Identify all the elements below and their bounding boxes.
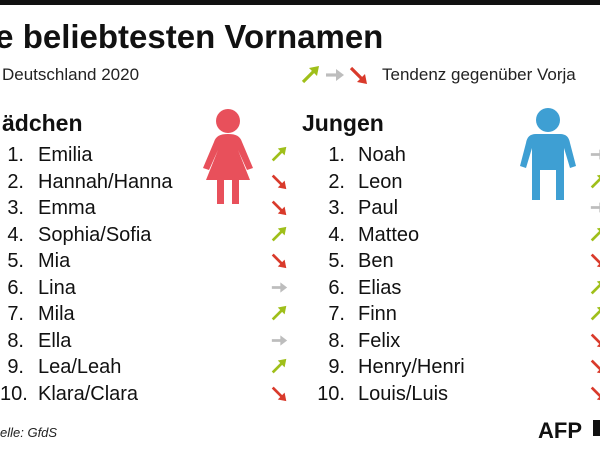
- name-label: Noah: [358, 144, 406, 166]
- name-label: Matteo: [358, 223, 420, 246]
- trend-down-arrow-icon: [590, 253, 600, 268]
- rank-label: 1.: [7, 144, 24, 166]
- trend-down-arrow-icon: [271, 200, 287, 216]
- name-label: Klara/Clara: [38, 382, 139, 405]
- rank-label: 9.: [7, 356, 24, 378]
- rank-label: 2.: [7, 170, 24, 193]
- rank-label: 4.: [328, 223, 345, 246]
- rank-label: 6.: [328, 276, 345, 299]
- rank-label: 1.: [328, 144, 345, 166]
- trend-down-arrow-icon: [271, 253, 287, 269]
- trend-down-arrow-icon: [590, 386, 600, 400]
- boys-table-row: 3. Paul: [300, 197, 600, 223]
- boys-table-row: 7. Finn: [300, 303, 600, 329]
- girls-table-row: 7. Mila: [0, 303, 320, 329]
- top-rule: [0, 0, 600, 5]
- trend-down-arrow-icon: [271, 174, 287, 189]
- trend-same-arrow-icon: [271, 334, 288, 346]
- name-label: Leon: [358, 170, 403, 193]
- legend-up-arrow-icon: [301, 66, 319, 84]
- trend-legend: Tendenz gegenüber Vorja: [300, 64, 600, 86]
- rank-label: 5.: [328, 250, 345, 272]
- legend-arrows-icon: [301, 66, 367, 84]
- boys-table-row: 6. Elias: [300, 277, 600, 303]
- name-label: Lina: [38, 276, 76, 299]
- trend-up-arrow-icon: [590, 174, 600, 188]
- rank-label: 7.: [328, 303, 345, 325]
- name-label: Felix: [358, 329, 401, 352]
- trend-down-arrow-icon: [590, 359, 600, 374]
- name-label: Emilia: [38, 144, 93, 166]
- girls-table-row: 10. Klara/Clara: [0, 383, 320, 409]
- boys-table-row: 1. Noah: [300, 144, 600, 170]
- girls-table-row: 3. Emma: [0, 197, 320, 223]
- girls-table-row: 8. Ella: [0, 330, 320, 356]
- legend-down-arrow-icon: [349, 66, 367, 84]
- rank-label: 10.: [317, 382, 345, 405]
- legend-label: Tendenz gegenüber Vorja: [382, 65, 576, 84]
- girls-heading: ädchen: [2, 110, 83, 136]
- trend-same-arrow-icon: [271, 281, 288, 293]
- name-label: Mila: [38, 303, 75, 325]
- boy-figure-icon: [520, 108, 576, 200]
- name-label: Elias: [358, 276, 402, 299]
- rank-label: 4.: [7, 223, 24, 246]
- trend-down-arrow-icon: [590, 333, 600, 347]
- name-label: Finn: [358, 303, 397, 325]
- girls-table-row: 2. Hannah/Hanna: [0, 171, 320, 197]
- name-label: Emma: [38, 197, 96, 219]
- trend-up-arrow-icon: [590, 280, 600, 294]
- girls-table-row: 6. Lina: [0, 277, 320, 303]
- boys-table-row: 8. Felix: [300, 330, 600, 356]
- rank-label: 7.: [7, 303, 24, 325]
- rank-label: 10.: [0, 382, 28, 405]
- name-label: Louis/Luis: [358, 382, 449, 405]
- legend-same-arrow-icon: [326, 69, 344, 81]
- boys-heading: Jungen: [302, 110, 384, 136]
- rank-label: 9.: [328, 356, 345, 378]
- rank-label: 2.: [328, 170, 345, 193]
- trend-same-arrow-icon: [590, 202, 600, 213]
- subtitle: Deutschland 2020: [2, 65, 140, 84]
- boys-table-row: 5. Ben: [300, 250, 600, 276]
- trend-up-arrow-icon: [271, 305, 287, 321]
- trend-up-arrow-icon: [271, 146, 287, 162]
- name-label: Henry/Henri: [358, 356, 465, 378]
- boys-table-row: 2. Leon: [300, 171, 600, 197]
- rank-label: 6.: [7, 276, 24, 299]
- girls-table-row: 4. Sophia/Sofia: [0, 224, 320, 250]
- afp-logo-mark-icon: [593, 420, 600, 436]
- name-label: Ella: [38, 329, 72, 352]
- name-label: Lea/Leah: [38, 356, 122, 378]
- rank-label: 3.: [328, 197, 345, 219]
- girls-table-row: 5. Mia: [0, 250, 320, 276]
- name-label: Paul: [358, 197, 399, 219]
- trend-up-arrow-icon: [590, 227, 600, 241]
- trend-up-arrow-icon: [590, 306, 600, 321]
- rank-label: 8.: [328, 329, 345, 352]
- name-label: Ben: [358, 250, 394, 272]
- boys-table-row: 9. Henry/Henri: [300, 356, 600, 382]
- trend-up-arrow-icon: [271, 226, 287, 241]
- source-note: elle: GfdS: [0, 425, 58, 440]
- rank-label: 8.: [7, 329, 24, 352]
- name-label: Hannah/Hanna: [38, 170, 173, 193]
- rank-label: 5.: [7, 250, 24, 272]
- rank-label: 3.: [7, 197, 24, 219]
- name-label: Sophia/Sofia: [38, 223, 152, 246]
- page-title: ie beliebtesten Vornamen: [0, 18, 384, 55]
- girls-table-row: 9. Lea/Leah: [0, 356, 320, 382]
- girl-figure-icon: [203, 109, 253, 204]
- afp-logo: AFP: [538, 418, 582, 443]
- girls-table-row: 1. Emilia: [0, 144, 320, 170]
- boys-table-row: 10. Louis/Luis: [300, 383, 600, 409]
- name-label: Mia: [38, 250, 71, 272]
- trend-down-arrow-icon: [271, 386, 287, 401]
- trend-same-arrow-icon: [590, 149, 600, 160]
- trend-up-arrow-icon: [271, 358, 287, 374]
- boys-table-row: 4. Matteo: [300, 224, 600, 250]
